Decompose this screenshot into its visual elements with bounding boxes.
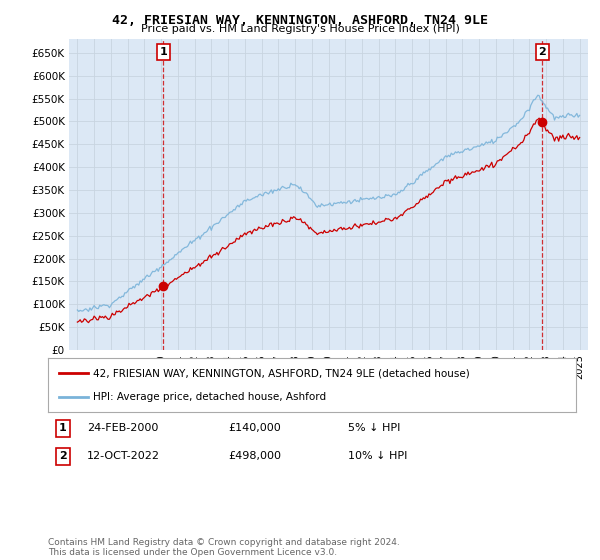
Text: 10% ↓ HPI: 10% ↓ HPI (348, 451, 407, 461)
Text: 1: 1 (59, 423, 67, 433)
Text: 5% ↓ HPI: 5% ↓ HPI (348, 423, 400, 433)
Text: 12-OCT-2022: 12-OCT-2022 (87, 451, 160, 461)
Text: 42, FRIESIAN WAY, KENNINGTON, ASHFORD, TN24 9LE: 42, FRIESIAN WAY, KENNINGTON, ASHFORD, T… (112, 14, 488, 27)
Text: £140,000: £140,000 (228, 423, 281, 433)
Text: 1: 1 (160, 47, 167, 57)
Text: 2: 2 (59, 451, 67, 461)
Text: Contains HM Land Registry data © Crown copyright and database right 2024.
This d: Contains HM Land Registry data © Crown c… (48, 538, 400, 557)
Text: Price paid vs. HM Land Registry's House Price Index (HPI): Price paid vs. HM Land Registry's House … (140, 24, 460, 34)
Text: HPI: Average price, detached house, Ashford: HPI: Average price, detached house, Ashf… (93, 391, 326, 402)
Text: 24-FEB-2000: 24-FEB-2000 (87, 423, 158, 433)
Text: £498,000: £498,000 (228, 451, 281, 461)
Text: 2: 2 (539, 47, 547, 57)
Text: 42, FRIESIAN WAY, KENNINGTON, ASHFORD, TN24 9LE (detached house): 42, FRIESIAN WAY, KENNINGTON, ASHFORD, T… (93, 368, 470, 379)
